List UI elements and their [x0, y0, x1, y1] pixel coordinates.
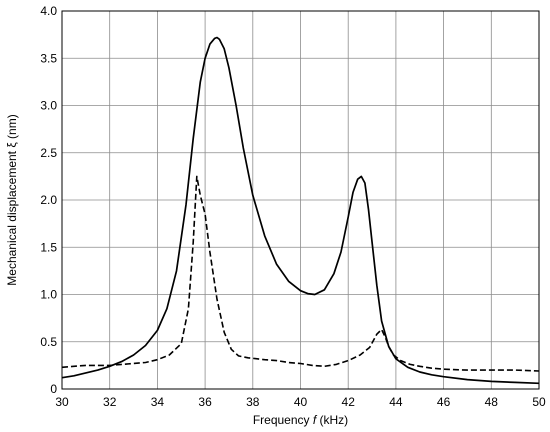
dashed-series-line [61, 175, 540, 372]
x-tick-label: 40 [294, 395, 308, 409]
y-tick-label: 2.0 [40, 193, 57, 207]
y-tick-label: 4.0 [40, 4, 57, 18]
x-tick-label: 48 [485, 395, 499, 409]
x-axis-label-variable: f [313, 413, 318, 427]
x-tick-label: 30 [55, 395, 69, 409]
y-tick-label: 3.0 [40, 99, 57, 113]
series-layer [61, 36, 540, 385]
x-axis-label-prefix: Frequency [253, 413, 313, 427]
x-tick-label: 44 [389, 395, 403, 409]
y-tick-label: 1.5 [40, 240, 57, 254]
y-tick-label: 0.5 [40, 335, 57, 349]
grid-layer [61, 10, 540, 390]
x-axis-label-suffix: (kHz) [316, 413, 348, 427]
y-tick-label: 3.5 [40, 51, 57, 65]
x-tick-label: 36 [198, 395, 212, 409]
x-tick-label: 42 [342, 395, 356, 409]
x-tick-label: 38 [246, 395, 260, 409]
solid-series-line [61, 36, 540, 385]
x-tick-label: 34 [151, 395, 165, 409]
x-axis-label: Frequency f (kHz) [253, 413, 348, 427]
x-tick-labels: 30 32 34 36 38 40 42 44 46 48 50 [55, 395, 546, 409]
y-axis-label: Mechanical displacement ξ (nm) [5, 114, 19, 285]
y-tick-label: 2.5 [40, 146, 57, 160]
x-tick-label: 50 [532, 395, 546, 409]
x-tick-label: 46 [437, 395, 451, 409]
plot-frame [61, 10, 540, 390]
y-tick-label: 1.0 [40, 288, 57, 302]
y-tick-labels: 0 0.5 1.0 1.5 2.0 2.5 3.0 3.5 4.0 [40, 4, 57, 396]
y-tick-label: 0 [50, 382, 57, 396]
x-tick-label: 32 [103, 395, 117, 409]
